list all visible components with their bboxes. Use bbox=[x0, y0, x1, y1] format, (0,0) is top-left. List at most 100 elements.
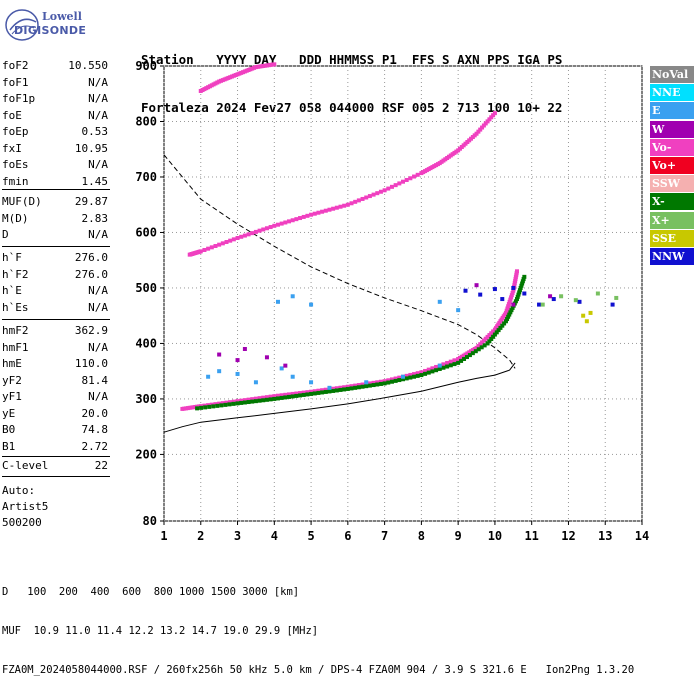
series-7 bbox=[540, 291, 619, 307]
grid-dot bbox=[273, 302, 275, 303]
grid-dot bbox=[444, 398, 445, 400]
grid-dot bbox=[420, 454, 422, 455]
grid-dot bbox=[604, 106, 606, 107]
grid-dot bbox=[310, 386, 312, 387]
grid-dot bbox=[494, 194, 496, 195]
grid-dot bbox=[163, 270, 165, 271]
grid-dot bbox=[494, 378, 496, 379]
param-row-hf2: h`F2 276.0 bbox=[2, 267, 108, 283]
grid-dot bbox=[432, 520, 433, 522]
grid-dot bbox=[604, 486, 606, 487]
grid-dot bbox=[200, 218, 202, 219]
grid-dot bbox=[163, 326, 165, 327]
grid-dot bbox=[200, 414, 202, 415]
grid-dot bbox=[552, 398, 553, 400]
grid-dot bbox=[580, 65, 581, 67]
grid-dot bbox=[624, 287, 625, 289]
grid-dot bbox=[347, 246, 349, 247]
x-tick-label: 3 bbox=[234, 529, 241, 543]
grid-dot bbox=[237, 306, 239, 307]
grid-dot bbox=[237, 250, 239, 251]
grid-dot bbox=[580, 398, 581, 400]
grid-dot bbox=[552, 520, 553, 522]
grid-dot bbox=[328, 287, 329, 289]
echo-segment bbox=[279, 393, 284, 398]
grid-dot bbox=[216, 231, 217, 233]
grid-dot bbox=[273, 206, 275, 207]
grid-dot bbox=[310, 502, 312, 503]
grid-dot bbox=[604, 326, 606, 327]
grid-dot bbox=[531, 78, 533, 79]
grid-dot bbox=[237, 322, 239, 323]
echo-point bbox=[419, 370, 424, 375]
grid-dot bbox=[396, 453, 397, 455]
grid-dot bbox=[480, 65, 481, 67]
grid-dot bbox=[200, 166, 202, 167]
grid-dot bbox=[424, 287, 425, 289]
grid-dot bbox=[200, 510, 202, 511]
param-row-he: h`E N/A bbox=[2, 283, 108, 299]
grid-dot bbox=[531, 514, 533, 515]
grid-dot bbox=[588, 520, 589, 522]
echo-segment bbox=[231, 401, 236, 406]
grid-dot bbox=[544, 287, 545, 289]
grid-dot bbox=[420, 438, 422, 439]
grid-dot bbox=[252, 453, 253, 455]
grid-dot bbox=[494, 266, 496, 267]
grid-dot bbox=[420, 446, 422, 447]
grid-dot bbox=[237, 382, 239, 383]
grid-dot bbox=[292, 176, 293, 178]
grid-dot bbox=[396, 65, 397, 67]
grid-dot bbox=[347, 86, 349, 87]
grid-dot bbox=[420, 94, 422, 95]
grid-dot bbox=[548, 453, 549, 455]
grid-dot bbox=[556, 231, 557, 233]
grid-dot bbox=[384, 122, 386, 123]
grid-dot bbox=[273, 274, 275, 275]
grid-dot bbox=[310, 378, 312, 379]
grid-dot bbox=[531, 498, 533, 499]
grid-dot bbox=[420, 498, 422, 499]
grid-dot bbox=[200, 238, 202, 239]
grid-dot bbox=[531, 274, 533, 275]
grid-dot bbox=[273, 322, 275, 323]
echo-point bbox=[500, 297, 505, 302]
grid-dot bbox=[420, 314, 422, 315]
grid-dot bbox=[476, 342, 477, 344]
grid-dot bbox=[347, 258, 349, 259]
grid-dot bbox=[588, 120, 589, 122]
grid-dot bbox=[567, 206, 569, 207]
grid-dot bbox=[347, 326, 349, 327]
grid-dot bbox=[436, 453, 437, 455]
grid-dot bbox=[604, 426, 606, 427]
grid-dot bbox=[604, 302, 606, 303]
grid-dot bbox=[384, 518, 386, 519]
grid-dot bbox=[248, 120, 249, 122]
grid-dot bbox=[163, 194, 165, 195]
grid-dot bbox=[376, 520, 377, 522]
grid-dot bbox=[468, 342, 469, 344]
grid-dot bbox=[564, 520, 565, 522]
grid-dot bbox=[620, 398, 621, 400]
echo-segment bbox=[480, 125, 485, 130]
grid-dot bbox=[163, 142, 165, 143]
grid-dot bbox=[420, 514, 422, 515]
grid-dot bbox=[424, 65, 425, 67]
y-tick-label: 300 bbox=[135, 392, 157, 406]
grid-dot bbox=[641, 246, 643, 247]
grid-dot bbox=[310, 226, 312, 227]
grid-dot bbox=[567, 442, 569, 443]
y-tick-label: 700 bbox=[135, 170, 157, 184]
grid-dot bbox=[494, 414, 496, 415]
grid-dot bbox=[163, 318, 165, 319]
grid-dot bbox=[494, 238, 496, 239]
echo-segment bbox=[320, 390, 325, 395]
grid-dot bbox=[600, 231, 601, 233]
grid-dot bbox=[284, 120, 285, 122]
grid-dot bbox=[494, 226, 496, 227]
grid-dot bbox=[268, 287, 269, 289]
grid-dot bbox=[641, 70, 643, 71]
echo-point bbox=[514, 269, 519, 274]
grid-dot bbox=[604, 218, 606, 219]
echo-point bbox=[217, 369, 222, 374]
